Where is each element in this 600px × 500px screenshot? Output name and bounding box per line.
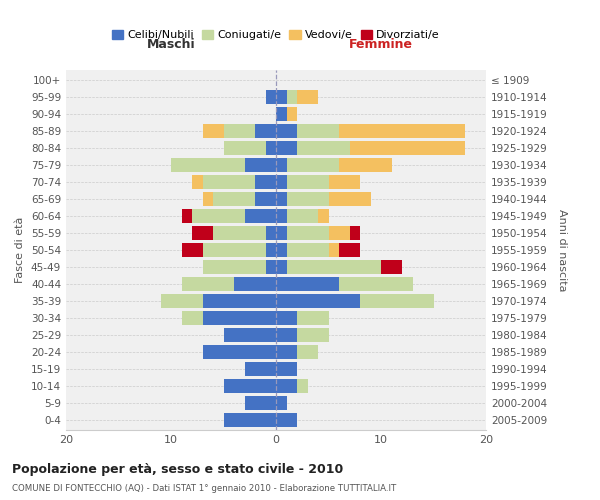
- Bar: [318, 209, 329, 223]
- Bar: [276, 158, 287, 172]
- Bar: [276, 175, 287, 189]
- Bar: [192, 175, 203, 189]
- Bar: [234, 277, 276, 291]
- Bar: [182, 243, 203, 257]
- Bar: [203, 294, 276, 308]
- Bar: [265, 141, 276, 155]
- Bar: [329, 226, 349, 240]
- Bar: [339, 124, 465, 138]
- Bar: [276, 260, 287, 274]
- Bar: [287, 243, 329, 257]
- Bar: [276, 209, 287, 223]
- Bar: [182, 209, 192, 223]
- Bar: [171, 158, 245, 172]
- Bar: [339, 277, 413, 291]
- Bar: [255, 175, 276, 189]
- Bar: [297, 328, 329, 342]
- Bar: [276, 277, 339, 291]
- Bar: [276, 192, 287, 206]
- Bar: [276, 362, 297, 376]
- Bar: [161, 294, 203, 308]
- Bar: [192, 209, 245, 223]
- Bar: [287, 209, 318, 223]
- Bar: [203, 260, 265, 274]
- Bar: [203, 124, 223, 138]
- Bar: [329, 243, 339, 257]
- Bar: [182, 277, 234, 291]
- Bar: [276, 328, 297, 342]
- Bar: [287, 107, 297, 121]
- Bar: [329, 175, 360, 189]
- Y-axis label: Anni di nascita: Anni di nascita: [557, 209, 567, 291]
- Bar: [276, 226, 287, 240]
- Bar: [276, 107, 287, 121]
- Bar: [276, 413, 297, 427]
- Bar: [265, 260, 276, 274]
- Bar: [287, 90, 297, 104]
- Bar: [255, 124, 276, 138]
- Bar: [265, 90, 276, 104]
- Bar: [265, 226, 276, 240]
- Bar: [213, 226, 265, 240]
- Bar: [349, 226, 360, 240]
- Bar: [276, 396, 287, 410]
- Bar: [276, 294, 360, 308]
- Bar: [329, 192, 371, 206]
- Bar: [203, 345, 276, 359]
- Bar: [297, 311, 329, 325]
- Bar: [265, 243, 276, 257]
- Bar: [255, 192, 276, 206]
- Bar: [276, 124, 297, 138]
- Bar: [182, 311, 203, 325]
- Text: Maschi: Maschi: [146, 38, 196, 52]
- Text: COMUNE DI FONTECCHIO (AQ) - Dati ISTAT 1° gennaio 2010 - Elaborazione TUTTITALIA: COMUNE DI FONTECCHIO (AQ) - Dati ISTAT 1…: [12, 484, 396, 493]
- Text: Popolazione per età, sesso e stato civile - 2010: Popolazione per età, sesso e stato civil…: [12, 462, 343, 475]
- Bar: [203, 175, 255, 189]
- Bar: [287, 260, 381, 274]
- Bar: [245, 362, 276, 376]
- Bar: [192, 226, 213, 240]
- Bar: [297, 141, 349, 155]
- Bar: [245, 209, 276, 223]
- Bar: [297, 379, 308, 393]
- Bar: [276, 379, 297, 393]
- Text: Femmine: Femmine: [349, 38, 413, 52]
- Bar: [287, 226, 329, 240]
- Bar: [223, 328, 276, 342]
- Bar: [276, 345, 297, 359]
- Bar: [276, 90, 287, 104]
- Bar: [339, 243, 360, 257]
- Bar: [297, 345, 318, 359]
- Bar: [297, 90, 318, 104]
- Bar: [223, 124, 255, 138]
- Bar: [223, 141, 265, 155]
- Bar: [360, 294, 433, 308]
- Bar: [349, 141, 465, 155]
- Bar: [339, 158, 392, 172]
- Bar: [245, 158, 276, 172]
- Bar: [223, 379, 276, 393]
- Bar: [276, 243, 287, 257]
- Bar: [276, 141, 297, 155]
- Bar: [276, 311, 297, 325]
- Bar: [297, 124, 339, 138]
- Bar: [223, 413, 276, 427]
- Y-axis label: Fasce di età: Fasce di età: [16, 217, 25, 283]
- Bar: [287, 175, 329, 189]
- Bar: [203, 192, 213, 206]
- Bar: [287, 158, 339, 172]
- Bar: [287, 192, 329, 206]
- Bar: [245, 396, 276, 410]
- Bar: [213, 192, 255, 206]
- Bar: [203, 243, 265, 257]
- Legend: Celibi/Nubili, Coniugati/e, Vedovi/e, Divorziati/e: Celibi/Nubili, Coniugati/e, Vedovi/e, Di…: [108, 25, 444, 44]
- Bar: [381, 260, 402, 274]
- Bar: [203, 311, 276, 325]
